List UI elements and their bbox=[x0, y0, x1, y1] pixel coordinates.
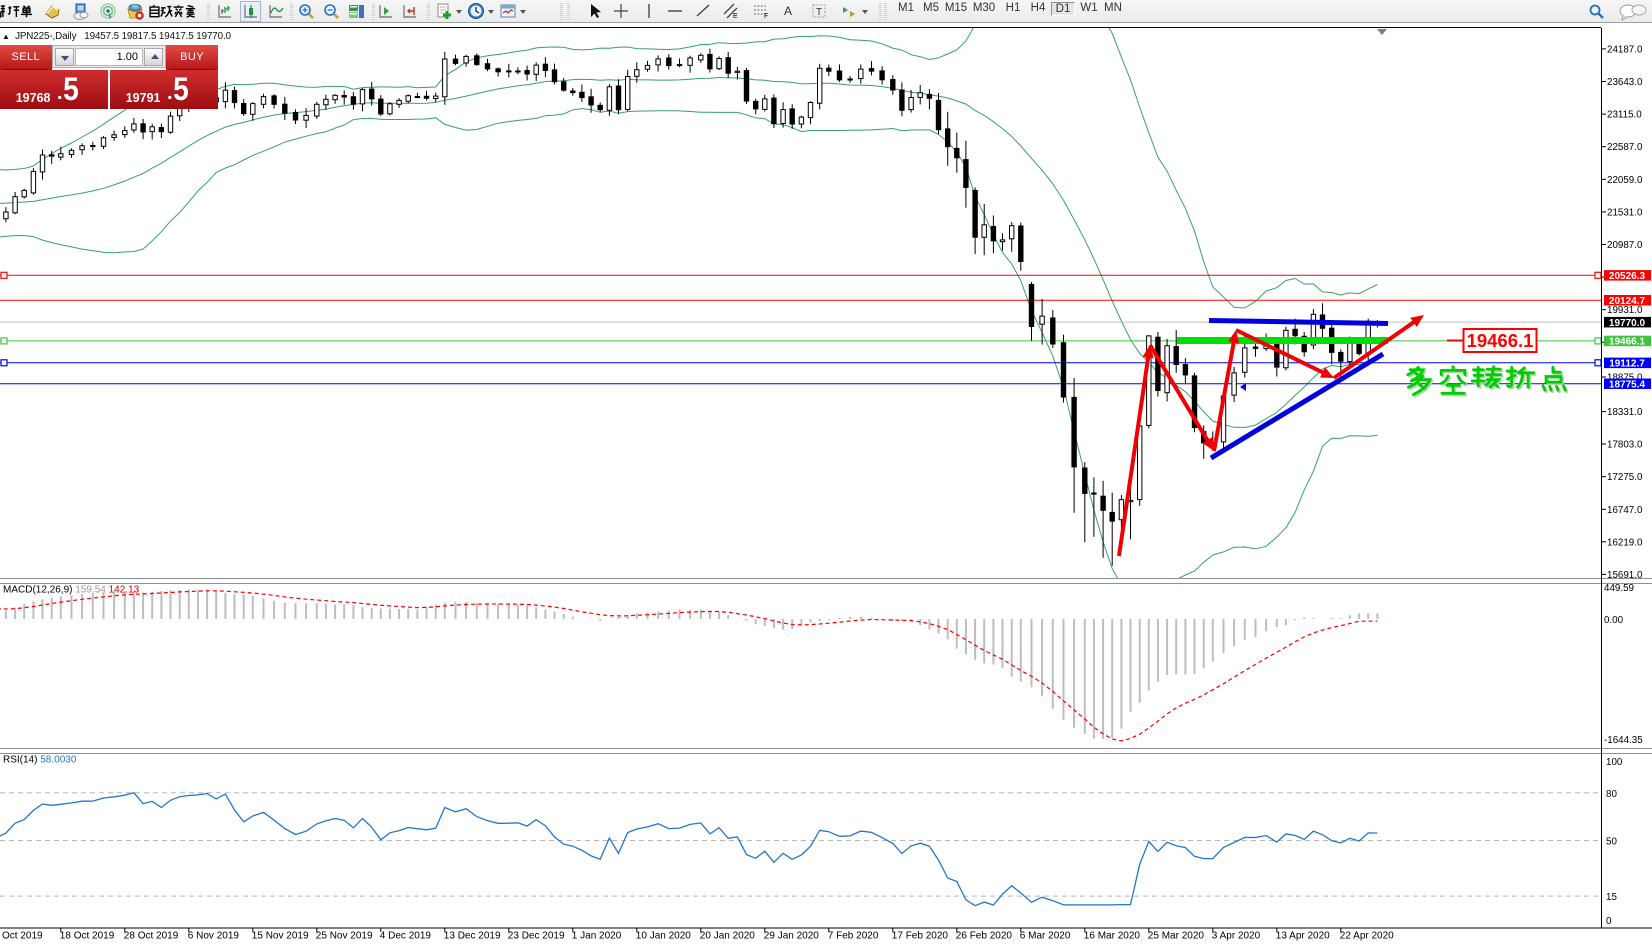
svg-text:7 Feb 2020: 7 Feb 2020 bbox=[828, 931, 879, 942]
svg-text:16747.0: 16747.0 bbox=[1607, 505, 1643, 516]
svg-text:20 Jan 2020: 20 Jan 2020 bbox=[700, 931, 755, 942]
svg-text:17803.0: 17803.0 bbox=[1607, 440, 1643, 451]
svg-text:F: F bbox=[764, 13, 768, 20]
svg-text:22 Apr 2020: 22 Apr 2020 bbox=[1340, 931, 1394, 942]
svg-text:23115.0: 23115.0 bbox=[1607, 110, 1642, 121]
svg-text:T: T bbox=[816, 7, 822, 18]
svg-text:16 Mar 2020: 16 Mar 2020 bbox=[1084, 931, 1141, 942]
svg-text:25 Nov 2019: 25 Nov 2019 bbox=[316, 931, 373, 942]
svg-text:15 Nov 2019: 15 Nov 2019 bbox=[252, 931, 309, 942]
svg-text:50: 50 bbox=[1606, 837, 1617, 848]
svg-text:17275.0: 17275.0 bbox=[1607, 472, 1643, 483]
svg-text:4 Dec 2019: 4 Dec 2019 bbox=[380, 931, 432, 942]
svg-text:24187.0: 24187.0 bbox=[1607, 44, 1643, 55]
svg-text:RSI(14) 58.0030: RSI(14) 58.0030 bbox=[3, 755, 77, 766]
svg-text:23 Dec 2019: 23 Dec 2019 bbox=[508, 931, 565, 942]
svg-text:25 Mar 2020: 25 Mar 2020 bbox=[1148, 931, 1205, 942]
svg-text:16219.0: 16219.0 bbox=[1607, 537, 1643, 548]
svg-text:18875.0: 18875.0 bbox=[1607, 373, 1643, 384]
svg-text:20526.3: 20526.3 bbox=[1609, 271, 1646, 282]
svg-text:19112.7: 19112.7 bbox=[1609, 359, 1645, 370]
svg-text:100: 100 bbox=[1606, 757, 1623, 768]
svg-text:17 Feb 2020: 17 Feb 2020 bbox=[892, 931, 949, 942]
svg-text:-1644.35: -1644.35 bbox=[1604, 735, 1643, 746]
svg-text:13 Apr 2020: 13 Apr 2020 bbox=[1276, 931, 1330, 942]
svg-text:19931.0: 19931.0 bbox=[1607, 305, 1643, 316]
svg-text:22059.0: 22059.0 bbox=[1607, 175, 1643, 186]
svg-text:0: 0 bbox=[1606, 916, 1612, 927]
svg-text:3 Apr 2020: 3 Apr 2020 bbox=[1212, 931, 1261, 942]
svg-text:18 Oct 2019: 18 Oct 2019 bbox=[60, 931, 115, 942]
svg-text:19466.1: 19466.1 bbox=[1467, 330, 1534, 351]
svg-text:6 Mar 2020: 6 Mar 2020 bbox=[1020, 931, 1071, 942]
svg-text:MACD(12,26,9) 159.54 142.13: MACD(12,26,9) 159.54 142.13 bbox=[3, 585, 140, 596]
svg-text:80: 80 bbox=[1606, 789, 1617, 800]
svg-text:20987.0: 20987.0 bbox=[1607, 240, 1643, 251]
svg-text:28 Oct 2019: 28 Oct 2019 bbox=[124, 931, 179, 942]
svg-text:26 Feb 2020: 26 Feb 2020 bbox=[956, 931, 1013, 942]
svg-text:E: E bbox=[733, 13, 738, 20]
svg-text:1 Jan 2020: 1 Jan 2020 bbox=[572, 931, 622, 942]
svg-text:15691.0: 15691.0 bbox=[1607, 570, 1643, 581]
svg-text:18331.0: 18331.0 bbox=[1607, 407, 1643, 418]
svg-text:18775.4: 18775.4 bbox=[1609, 380, 1646, 391]
svg-text:19466.1: 19466.1 bbox=[1609, 337, 1646, 348]
svg-text:449.59: 449.59 bbox=[1604, 583, 1634, 594]
svg-text:19770.0: 19770.0 bbox=[1609, 318, 1646, 329]
svg-text:13 Dec 2019: 13 Dec 2019 bbox=[444, 931, 501, 942]
svg-text:20124.7: 20124.7 bbox=[1609, 296, 1646, 307]
svg-text:10 Jan 2020: 10 Jan 2020 bbox=[636, 931, 691, 942]
svg-text:23643.0: 23643.0 bbox=[1607, 77, 1643, 88]
svg-text:22587.0: 22587.0 bbox=[1607, 142, 1643, 153]
svg-text:6 Nov 2019: 6 Nov 2019 bbox=[188, 931, 240, 942]
svg-text:15: 15 bbox=[1606, 892, 1617, 903]
svg-text:0.00: 0.00 bbox=[1604, 615, 1624, 626]
svg-text:29 Jan 2020: 29 Jan 2020 bbox=[764, 931, 819, 942]
svg-text:Oct 2019: Oct 2019 bbox=[2, 931, 43, 942]
svg-text:21531.0: 21531.0 bbox=[1607, 207, 1643, 218]
